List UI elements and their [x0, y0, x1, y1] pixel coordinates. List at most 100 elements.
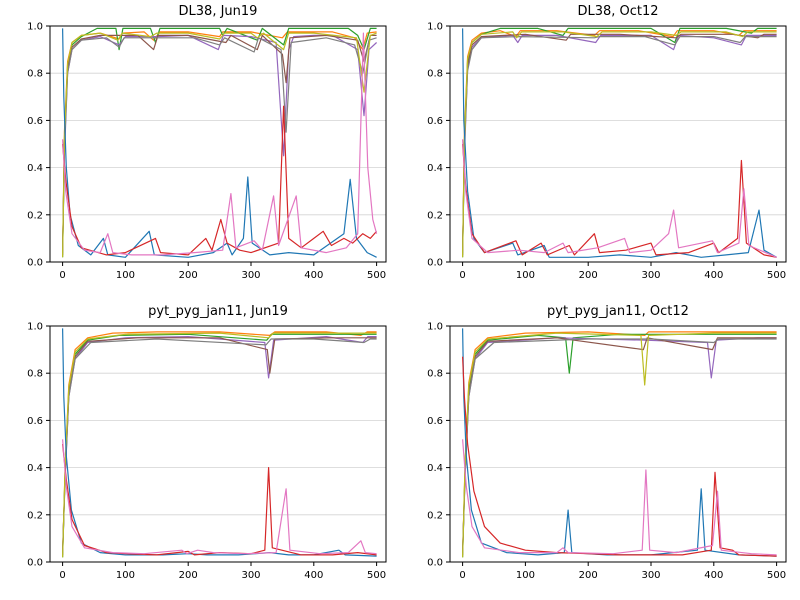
y-tick-label: 0.6 [27, 116, 43, 127]
series-upper-orange [62, 331, 377, 555]
subplot-title: DL38, Oct12 [577, 4, 659, 19]
axes-frame [449, 325, 787, 563]
series-lower-blue [462, 28, 777, 258]
plot-area: 0 100 200 300 400 500 0.0 0.2 0.4 0.6 0.8 1.0 [27, 322, 387, 581]
series-upper-orange [462, 30, 777, 255]
x-tick-label: 500 [367, 270, 386, 281]
y-tick-label: 0.4 [427, 463, 443, 474]
series-upper-olive [462, 332, 777, 558]
x-tick-label: 300 [641, 270, 660, 281]
series-upper-purple [62, 34, 378, 251]
axes-frame [49, 325, 387, 563]
series-upper-gray [62, 338, 377, 555]
x-tick-label: 100 [116, 570, 135, 581]
x-tick-label: 500 [767, 270, 786, 281]
series-lower-blue [462, 328, 777, 557]
y-tick-label: 0.8 [27, 369, 43, 380]
y-tick-label: 0.4 [27, 163, 43, 174]
series-lower-pink [62, 439, 377, 555]
series-upper-brown [62, 34, 377, 253]
series-upper-olive [62, 32, 377, 258]
y-tick-label: 0.0 [427, 258, 443, 269]
subplot-dl38-oct12: DL38, Oct12 0 100 200 300 400 500 0.0 0.2 0.4 0.6… [400, 0, 800, 300]
x-tick-label: 300 [641, 570, 660, 581]
plot-area: 0 100 200 300 400 500 0.0 0.2 0.4 0.6 0.8 1.0 [427, 322, 787, 581]
axes-frame [449, 25, 787, 263]
y-tick-label: 0.2 [27, 210, 43, 221]
series-lower-red [62, 105, 378, 256]
x-tick-label: 300 [241, 570, 260, 581]
series-upper-olive [62, 332, 377, 558]
subplot-title: pyt_pyg_jan11, Jun19 [148, 304, 288, 319]
x-tick-label: 200 [579, 270, 598, 281]
subplot-title: pyt_pyg_jan11, Oct12 [547, 304, 689, 319]
y-tick-label: 0.0 [27, 258, 43, 269]
x-tick-label: 200 [179, 570, 198, 581]
x-tick-label: 0 [459, 270, 465, 281]
x-tick-label: 0 [59, 270, 65, 281]
series-lower-red [462, 356, 777, 557]
x-tick-label: 0 [59, 570, 65, 581]
x-tick-label: 400 [704, 270, 723, 281]
x-tick-label: 500 [767, 570, 786, 581]
series-lower-blue [62, 28, 377, 258]
y-tick-label: 0.6 [27, 416, 43, 427]
series-upper-green [62, 27, 377, 258]
series-upper-purple [462, 34, 777, 251]
subplot-pyt-pyg-jan11-jun19: pyt_pyg_jan11, Jun19 0 100 200 300 400 500 0.0… [0, 300, 400, 600]
series-lower-blue [62, 328, 377, 557]
series-upper-gray [462, 338, 777, 555]
x-tick-label: 0 [459, 570, 465, 581]
series-lower-pink [462, 139, 777, 258]
y-tick-label: 0.8 [27, 69, 43, 80]
x-tick-label: 100 [516, 270, 535, 281]
y-tick-label: 0.4 [27, 463, 43, 474]
series-upper-gray [62, 37, 377, 255]
y-tick-label: 0.0 [427, 558, 443, 569]
y-tick-label: 0.4 [427, 163, 443, 174]
subplot-dl38-jun19: DL38, Jun19 0 100 200 300 400 500 0.0 0.2 0.4 0.6… [0, 0, 400, 300]
y-tick-label: 0.6 [427, 416, 443, 427]
series-upper-purple [462, 337, 777, 551]
x-tick-label: 200 [179, 270, 198, 281]
x-tick-label: 100 [516, 570, 535, 581]
x-tick-label: 400 [704, 570, 723, 581]
x-tick-label: 300 [241, 270, 260, 281]
y-tick-label: 0.8 [427, 369, 443, 380]
y-tick-label: 1.0 [27, 22, 43, 33]
series-upper-orange [62, 31, 377, 255]
y-tick-label: 1.0 [27, 322, 43, 333]
series-upper-orange [462, 331, 777, 555]
x-tick-label: 100 [116, 270, 135, 281]
x-tick-label: 400 [304, 270, 323, 281]
series-upper-green [462, 27, 777, 258]
x-tick-label: 400 [304, 570, 323, 581]
y-tick-label: 0.2 [427, 510, 443, 521]
x-tick-label: 200 [579, 570, 598, 581]
series-upper-gray [462, 36, 777, 255]
y-tick-label: 0.0 [27, 558, 43, 569]
x-tick-label: 500 [367, 570, 386, 581]
plot-area: 0 100 200 300 400 500 0.0 0.2 0.4 0.6 0.8 1.0 [427, 22, 787, 281]
series-upper-brown [462, 33, 777, 253]
y-tick-label: 0.2 [427, 210, 443, 221]
series-lower-red [62, 443, 377, 556]
y-tick-label: 1.0 [427, 22, 443, 33]
axes-frame [49, 25, 387, 263]
series-upper-green [462, 333, 777, 558]
series-lower-red [462, 143, 777, 258]
series-upper-green [62, 333, 377, 558]
plot-area: 0 100 200 300 400 500 0.0 0.2 0.4 0.6 0.8 1.0 [27, 22, 387, 281]
series-upper-olive [462, 31, 777, 258]
subplot-title: DL38, Jun19 [178, 4, 258, 19]
series-upper-brown [62, 337, 377, 553]
series-upper-purple [62, 336, 377, 551]
y-tick-label: 0.8 [427, 69, 443, 80]
subplot-pyt-pyg-jan11-oct12: pyt_pyg_jan11, Oct12 0 100 200 300 400 500 0.0… [400, 300, 800, 600]
y-tick-label: 0.2 [27, 510, 43, 521]
series-lower-pink [62, 32, 378, 256]
series-upper-brown [462, 337, 777, 553]
series-lower-pink [462, 439, 777, 556]
